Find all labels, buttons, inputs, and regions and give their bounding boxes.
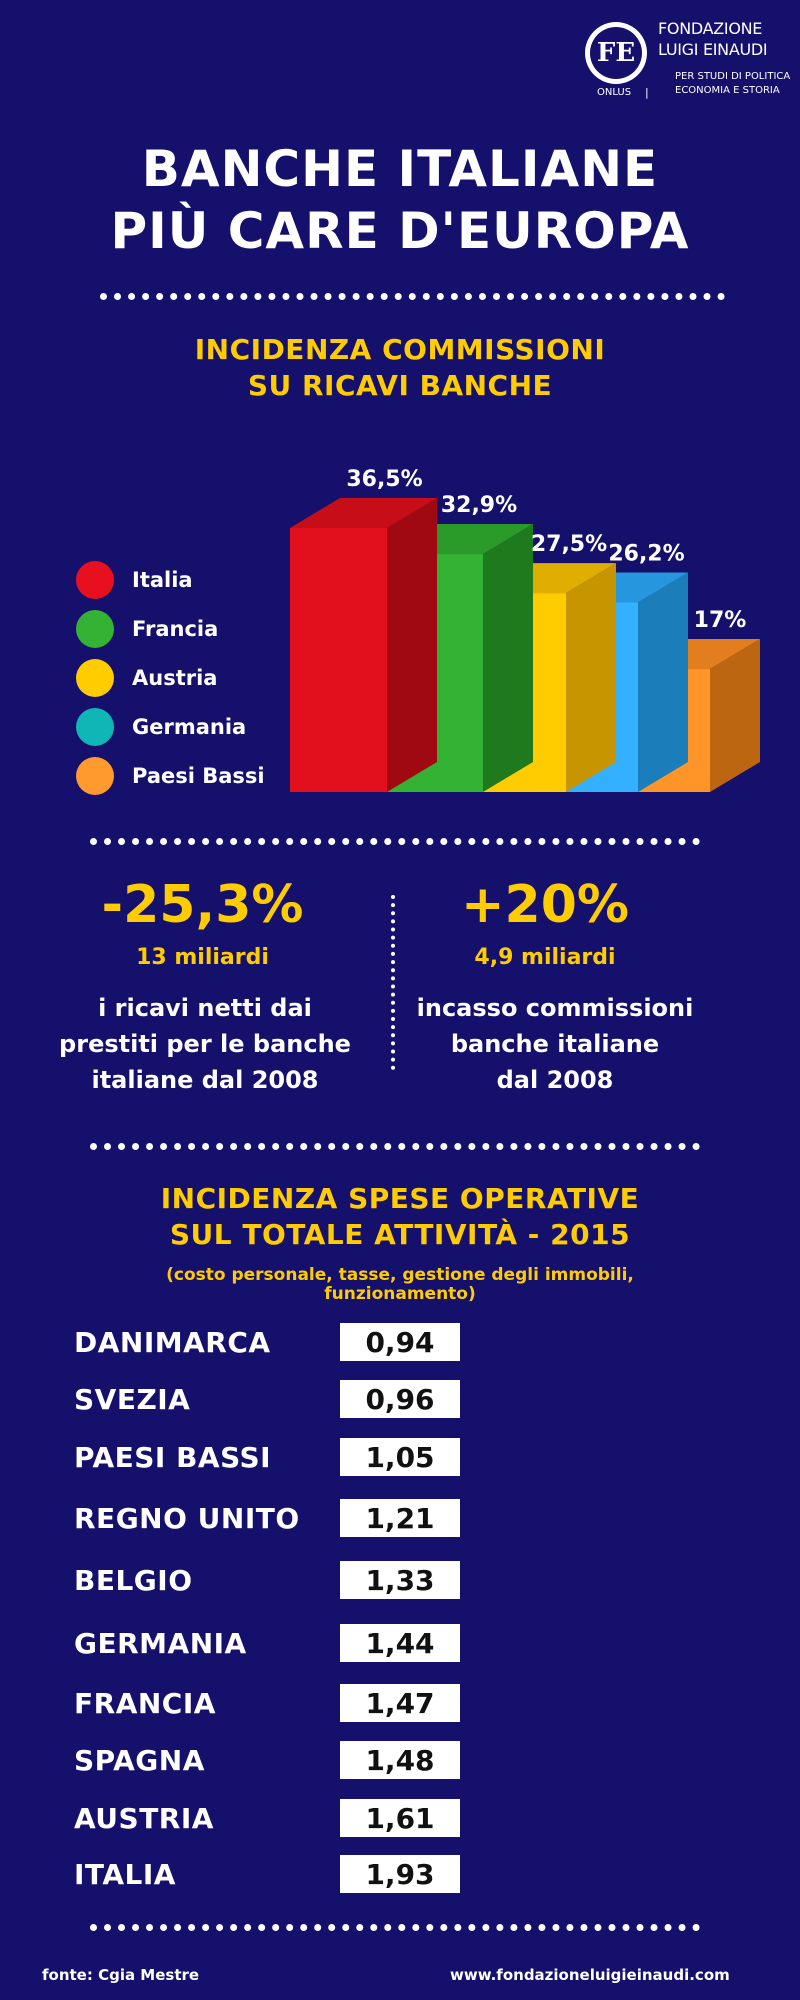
value-box: 1,33 <box>340 1561 460 1599</box>
country-label: AUSTRIA <box>74 1802 214 1835</box>
dotted-divider <box>90 838 700 845</box>
country-label: SVEZIA <box>74 1383 191 1416</box>
bar-side <box>710 639 760 792</box>
legend-label: Francia <box>132 617 219 641</box>
footer-source: fonte: Cgia Mestre <box>42 1966 200 1984</box>
country-label: GERMANIA <box>74 1627 247 1660</box>
value-box: 1,21 <box>340 1499 460 1537</box>
value-box: 0,96 <box>340 1380 460 1418</box>
stat-left-big: -25,3% <box>101 875 304 935</box>
logo-name: FONDAZIONE LUIGI EINAUDI <box>658 18 768 60</box>
title-line2: PIÙ CARE D'EUROPA <box>110 202 690 260</box>
bar-value-label: 36,5% <box>346 467 422 492</box>
logo-onlus: ONLUS <box>597 87 632 98</box>
legend-item: Francia <box>76 609 218 649</box>
bar-value-label: 32,9% <box>441 493 517 518</box>
logo-separator: | <box>645 86 649 99</box>
logo-sub-line2: ECONOMIA E STORIA <box>675 85 780 96</box>
stats-separator <box>391 895 395 1070</box>
logo-sub-line1: PER STUDI DI POLITICA <box>675 71 791 82</box>
spese-note-line2: funzionamento) <box>324 1284 476 1304</box>
bar-side <box>387 498 437 792</box>
value-box: 1,05 <box>340 1438 460 1476</box>
spese-title-line1: INCIDENZA SPESE OPERATIVE <box>160 1182 640 1215</box>
legend-item: Austria <box>76 658 217 698</box>
country-label: DANIMARCA <box>74 1326 271 1359</box>
bar-italia <box>290 498 437 792</box>
stat-left-line2: prestiti per le banche <box>59 1030 351 1058</box>
legend-swatch <box>76 610 114 648</box>
bar-front <box>290 528 387 792</box>
page-title: BANCHE ITALIANE PIÙ CARE D'EUROPA <box>0 138 800 262</box>
spese-note: (costo personale, tasse, gestione degli … <box>0 1266 800 1304</box>
footer-website[interactable]: www.fondazioneluigieinaudi.com <box>450 1966 730 1984</box>
legend-item: Italia <box>76 560 193 600</box>
value-box: 0,94 <box>340 1323 460 1361</box>
stat-left-line3: italiane dal 2008 <box>91 1066 319 1094</box>
country-label: FRANCIA <box>74 1687 216 1720</box>
logo-subtitle: PER STUDI DI POLITICA ECONOMIA E STORIA <box>675 70 790 98</box>
stat-left-desc: i ricavi netti dai prestiti per le banch… <box>40 990 370 1098</box>
foundation-logo: FE <box>585 22 647 84</box>
stat-left-line1: i ricavi netti dai <box>98 994 312 1022</box>
value-box: 1,47 <box>340 1684 460 1722</box>
dotted-divider <box>100 293 725 300</box>
bar-value-label: 17% <box>694 608 747 633</box>
stat-right-line1: incasso commissioni <box>416 994 694 1022</box>
country-label: ITALIA <box>74 1858 176 1891</box>
value-box: 1,61 <box>340 1799 460 1837</box>
spese-title: INCIDENZA SPESE OPERATIVE SUL TOTALE ATT… <box>0 1181 800 1253</box>
bar-chart: 36,5% 32,9% 27,5% 26,2% 17% <box>290 467 760 792</box>
stat-right-line2: banche italiane <box>450 1030 660 1058</box>
chart-title-line2: SU RICAVI BANCHE <box>247 369 553 402</box>
dotted-divider <box>90 1924 700 1931</box>
value-box: 1,44 <box>340 1624 460 1662</box>
value-box: 1,48 <box>340 1741 460 1779</box>
spese-note-line1: (costo personale, tasse, gestione degli … <box>166 1265 634 1285</box>
country-label: PAESI BASSI <box>74 1441 272 1474</box>
country-label: REGNO UNITO <box>74 1502 300 1535</box>
dotted-divider <box>90 1143 700 1150</box>
stat-right-desc: incasso commissioni banche italiane dal … <box>405 990 705 1098</box>
legend-swatch <box>76 708 114 746</box>
legend-swatch <box>76 561 114 599</box>
chart-title: INCIDENZA COMMISSIONI SU RICAVI BANCHE <box>0 332 800 404</box>
legend-item: Paesi Bassi <box>76 756 265 796</box>
legend-item: Germania <box>76 707 246 747</box>
stat-right-sub: 4,9 miliardi <box>474 945 616 970</box>
legend-label: Austria <box>132 666 218 690</box>
legend-label: Italia <box>132 568 193 592</box>
stat-right-line3: dal 2008 <box>496 1066 614 1094</box>
country-label: BELGIO <box>74 1564 193 1597</box>
logo-name-line1: FONDAZIONE <box>658 19 763 38</box>
legend-swatch <box>76 757 114 795</box>
bar-value-label: 26,2% <box>608 541 684 566</box>
bar-top <box>290 498 437 528</box>
bar-side <box>483 524 533 792</box>
country-label: SPAGNA <box>74 1744 205 1777</box>
bar-side <box>638 572 688 792</box>
legend-swatch <box>76 659 114 697</box>
logo-name-line2: LUIGI EINAUDI <box>658 40 768 59</box>
logo-mark: FE <box>590 27 642 79</box>
bar-value-label: 27,5% <box>531 532 607 557</box>
title-line1: BANCHE ITALIANE <box>141 140 659 198</box>
stat-right-big: +20% <box>460 875 630 935</box>
spese-title-line2: SUL TOTALE ATTIVITÀ - 2015 <box>169 1218 631 1251</box>
legend-label: Germania <box>132 715 247 739</box>
value-box: 1,93 <box>340 1855 460 1893</box>
stat-left-sub: 13 miliardi <box>136 945 269 970</box>
legend-label: Paesi Bassi <box>132 764 265 788</box>
chart-title-line1: INCIDENZA COMMISSIONI <box>194 333 606 366</box>
bar-side <box>566 563 616 792</box>
